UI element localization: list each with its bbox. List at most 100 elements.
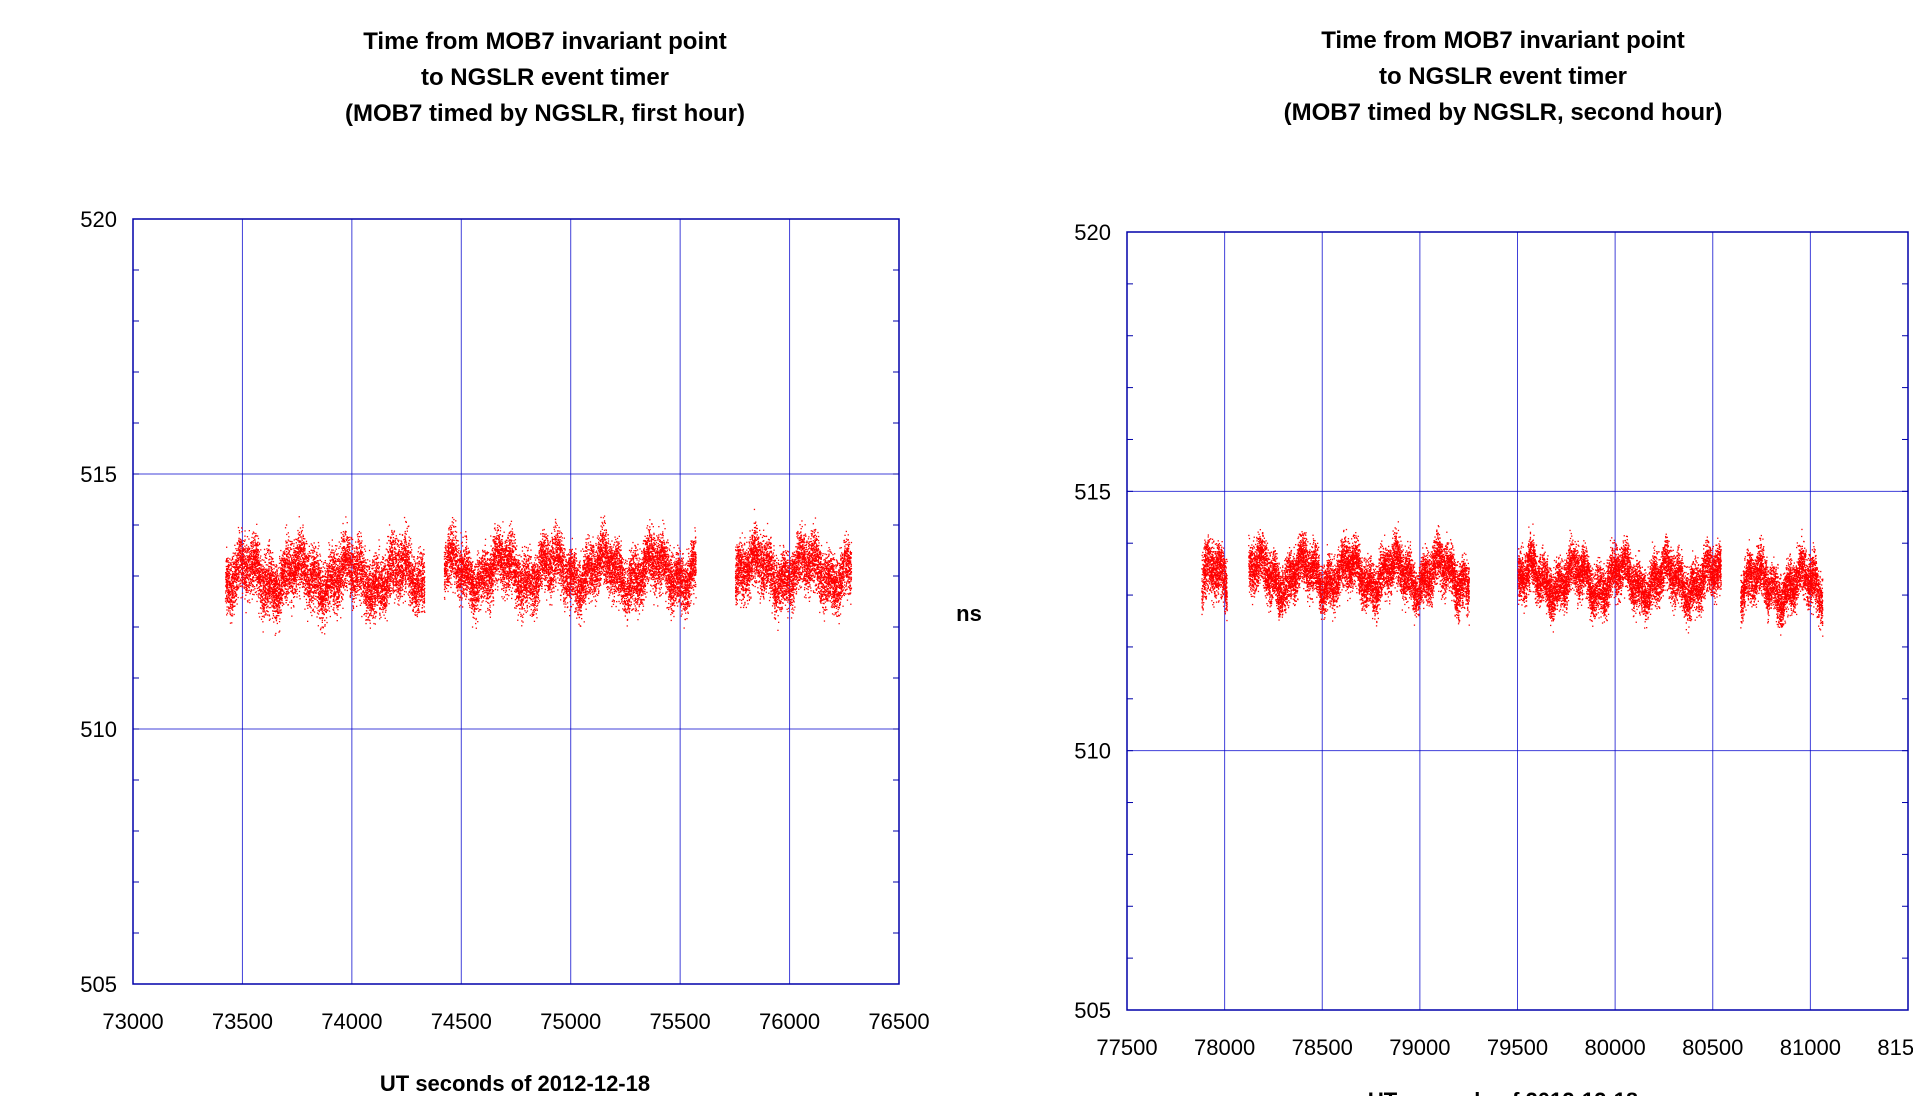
chart-1-data-point (333, 557, 335, 559)
chart-1-data-point (253, 561, 256, 563)
chart-1-data-point (248, 576, 250, 578)
chart-1-data-point (380, 608, 383, 611)
chart-1-data-point (267, 601, 269, 603)
chart-1-data-point (278, 604, 280, 607)
chart-1-data-point (395, 535, 397, 537)
chart-1-data-point (289, 555, 292, 557)
chart-1-data-point (417, 612, 419, 614)
chart-1-data-point (324, 578, 326, 581)
chart-1-data-point (387, 564, 389, 566)
chart-1-data-point (280, 579, 282, 581)
chart-1-data-point (324, 587, 326, 589)
chart-1-data-point (399, 598, 401, 600)
chart-1-data-point (240, 540, 242, 542)
chart-1-data-point (369, 607, 372, 609)
chart-1-data-point (289, 548, 292, 550)
chart-1-data-point (396, 543, 399, 545)
chart-1-data-point (225, 569, 228, 571)
chart-1-data-point (324, 598, 326, 600)
chart-1-data-point (320, 617, 322, 619)
chart-1-data-point (247, 563, 249, 565)
chart-1-data-point (345, 560, 347, 562)
chart-1-data-point (295, 590, 298, 592)
chart-1-data-point (271, 605, 273, 607)
chart-1-data-point (373, 584, 375, 586)
chart-1-data-point (237, 557, 239, 560)
chart-1-data-point (273, 568, 275, 570)
chart-1-data-point (418, 562, 421, 564)
chart-1-data-point (305, 567, 308, 570)
chart-1-data-point (259, 585, 262, 587)
chart-1-data-point (228, 566, 230, 568)
chart-1-data-point (312, 592, 314, 594)
chart-1-data-point (310, 557, 313, 559)
chart-1-data-point (331, 549, 333, 551)
chart-1-data-point (397, 551, 400, 553)
chart-1-data-point (276, 608, 278, 610)
chart-1-data-point (316, 551, 318, 554)
chart-1-data-point (270, 576, 273, 578)
chart-1-data-point (290, 576, 293, 578)
chart-1-data-point (316, 616, 318, 618)
chart-1-data-point (372, 607, 374, 610)
chart-1-data-point (332, 595, 334, 597)
chart-1-data-point (258, 597, 260, 599)
chart-1-data-point (344, 532, 346, 534)
chart-1-data-point (395, 538, 397, 540)
chart-1-data-point (351, 594, 353, 596)
chart-1-data-point (244, 585, 246, 587)
chart-1-data-point (331, 570, 333, 572)
chart-1-data-point (326, 602, 328, 604)
chart-1-data-point (295, 542, 297, 544)
chart-1-data-point (393, 551, 395, 553)
chart-1-data-point (285, 583, 288, 585)
chart-1-data-point (395, 574, 397, 577)
chart-1-data-point (370, 584, 372, 586)
chart-1-data-point (247, 570, 249, 572)
chart-1-data-point (315, 574, 317, 576)
chart-1-data-point (410, 551, 412, 553)
chart-1-data-point (309, 586, 311, 588)
chart-1-data-point (238, 537, 240, 539)
chart-1-data-point (249, 564, 251, 566)
chart-1-data-point (417, 565, 419, 567)
chart-1-data-point (422, 568, 424, 570)
chart-1-data-point (369, 564, 372, 566)
chart-1-data-point (268, 549, 270, 551)
chart-1-data-point (359, 582, 361, 585)
chart-1-data-point (279, 592, 281, 594)
chart-1-data-point (281, 604, 284, 607)
chart-1-data-point (256, 544, 258, 547)
chart-1-data-point (281, 599, 283, 602)
chart-1-data-point (372, 615, 374, 617)
chart-1-data-point (397, 603, 399, 605)
chart-1-data-point (398, 580, 401, 582)
chart-1-data-point (249, 550, 251, 553)
chart-1-data-point (268, 576, 270, 578)
chart-1-data-point (352, 598, 354, 600)
chart-1-data-point (278, 608, 280, 610)
chart-1-data-point (301, 536, 303, 538)
chart-1-data-point (248, 579, 250, 581)
chart-1-data-point (342, 598, 344, 601)
chart-1-data-point (383, 614, 385, 616)
chart-1-data-point (263, 603, 266, 605)
chart-1-data-point (257, 595, 259, 597)
chart-1-data-point (240, 572, 242, 574)
chart-1-data-point (291, 615, 293, 617)
chart-1-data-point (288, 557, 290, 559)
chart-1-data-point (413, 558, 415, 561)
chart-1-data-point (230, 559, 232, 561)
chart-1-data-point (308, 576, 310, 578)
chart-1-data-point (342, 531, 345, 533)
chart-1-data-point (303, 586, 305, 588)
chart-1-data-point (409, 573, 411, 575)
chart-1-data-point (401, 548, 403, 551)
chart-1-data-point (254, 538, 256, 540)
chart-1-data-point (243, 576, 245, 578)
chart-1-data-point (331, 577, 334, 579)
chart-1-data-point (301, 576, 303, 578)
chart-1-data-point (420, 560, 423, 562)
chart-1-data-point (279, 630, 281, 632)
chart-1-data-point (358, 566, 360, 569)
